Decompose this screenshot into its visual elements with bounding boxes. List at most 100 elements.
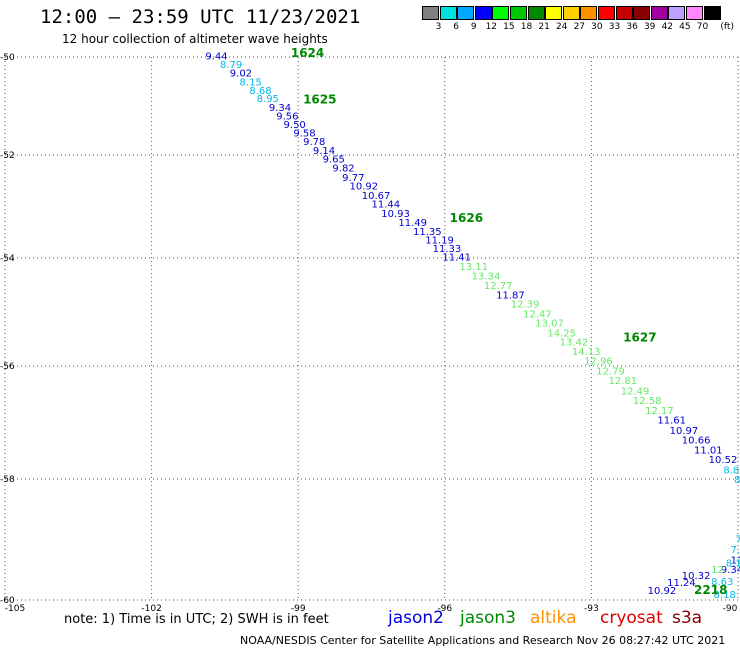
legend-label: 30 <box>591 22 603 32</box>
legend-label: 70 <box>696 22 709 32</box>
swh-observation: 9.44 <box>205 51 227 62</box>
swh-observation: 8.18 <box>714 590 736 601</box>
swh-observation: 11.61 <box>657 416 686 427</box>
swh-observation: 12.58 <box>633 396 662 407</box>
legend-label: 6 <box>453 22 459 32</box>
legend-swatch <box>668 6 686 20</box>
swh-observation: 12.39 <box>511 300 540 311</box>
legend-swatch <box>580 6 598 20</box>
legend-swatch <box>510 6 527 20</box>
legend-label: 9 <box>470 22 477 32</box>
lon-tick-label: -96 <box>437 604 452 614</box>
swh-observation: 14.13 <box>572 347 601 358</box>
lon-tick-label: -90 <box>723 604 738 614</box>
lat-tick-label: -52 <box>0 151 15 161</box>
swh-observation: 11.19 <box>425 236 454 247</box>
satellite-jason2: jason2 <box>388 608 444 628</box>
lat-tick-label: -58 <box>0 475 15 485</box>
swh-observation: 12 <box>711 565 724 576</box>
legend-label: 18 <box>520 22 533 32</box>
legend-swatch <box>633 6 651 20</box>
legend-label: 21 <box>538 22 550 32</box>
swh-observation: 8.63 <box>711 577 733 588</box>
legend-label: 27 <box>573 22 586 32</box>
satellite-altika: altika <box>530 608 577 628</box>
swh-observation: 10.52 <box>709 455 738 466</box>
swh-observation: 10.92 <box>648 586 677 597</box>
legend-swatch <box>492 6 510 20</box>
satellite-cryosat: cryosat <box>600 608 663 628</box>
swh-observation: 8.83 <box>723 465 740 476</box>
legend-unit: (ft) <box>720 22 734 32</box>
swh-observation: 8.1 <box>726 559 740 570</box>
legend-label: 36 <box>626 22 638 32</box>
swh-observation: 9.78 <box>303 137 325 148</box>
swh-observation: 12.49 <box>621 386 650 397</box>
pass-number-label: 2218 <box>694 583 727 597</box>
pass-number-label: 1626 <box>450 211 483 225</box>
legend-label: 42 <box>661 22 674 32</box>
swh-observation: 11.44 <box>372 200 401 211</box>
credit-line: NOAA/NESDIS Center for Satellite Applica… <box>240 634 726 647</box>
swh-observation: 13.34 <box>472 272 501 283</box>
legend-swatch <box>439 6 457 20</box>
swh-observation: 11.87 <box>496 291 525 302</box>
legend-label: 12 <box>485 22 498 32</box>
swh-observation: 11.35 <box>413 227 442 238</box>
swh-observation: 11.49 <box>398 218 427 229</box>
pass-number-label: 1624 <box>291 46 324 60</box>
pass-number-label: 1627 <box>623 331 656 345</box>
swh-observation: 13.07 <box>535 319 564 330</box>
legend-swatch <box>562 6 580 20</box>
swh-observation: 8.79 <box>220 60 242 71</box>
units-note: note: 1) Time is in UTC; 2) SWH is in fe… <box>64 612 329 627</box>
swh-observation: 8.95 <box>257 94 279 105</box>
lon-tick-label: -93 <box>584 604 599 614</box>
swh-observation: 11.41 <box>442 253 471 264</box>
swh-observation: 10.92 <box>350 182 379 193</box>
legend-label: 45 <box>679 22 691 32</box>
swh-observation: 9.58 <box>293 128 315 139</box>
swh-observation: 13.11 <box>459 262 488 273</box>
swh-observation: 11 <box>731 556 740 567</box>
swh-observation: 9.77 <box>342 173 364 184</box>
swh-observation: 12.79 <box>596 366 625 377</box>
swh-observation: 8.15 <box>240 77 262 88</box>
swh-observation: 8. <box>734 475 740 486</box>
swh-observation: 13.42 <box>560 337 589 348</box>
swh-observation: 11.33 <box>433 244 462 255</box>
swh-observation: 10.97 <box>670 426 699 437</box>
legend-label: 24 <box>555 22 568 32</box>
lat-tick-label: -60 <box>0 596 15 606</box>
swh-observation: 7. <box>731 545 740 556</box>
swh-observation: 12.47 <box>523 309 552 320</box>
swh-observation: 9.50 <box>284 120 306 131</box>
swh-observation: 11.24 <box>667 578 696 589</box>
legend-swatch <box>703 6 721 20</box>
swh-observation: 9.02 <box>230 69 252 80</box>
map-subtitle: 12 hour collection of altimeter wave hei… <box>62 32 328 46</box>
swh-observation: 11.01 <box>694 446 723 457</box>
swh-observation: 9.65 <box>323 155 345 166</box>
lat-tick-label: -50 <box>0 53 15 63</box>
pass-number-label: 1625 <box>303 93 336 107</box>
swh-observation: 12.81 <box>609 376 638 387</box>
swh-observation: 7 <box>736 535 740 546</box>
swh-observation: 12.96 <box>584 356 613 367</box>
legend-swatch <box>422 6 439 20</box>
swh-observation: 8.68 <box>249 86 271 97</box>
legend-label: 3 <box>435 22 442 32</box>
swh-observation: 9.14 <box>313 146 335 157</box>
lat-tick-label: -56 <box>0 362 15 372</box>
satellite-s3a: s3a <box>672 608 703 628</box>
swh-observation: 10.66 <box>682 435 711 446</box>
lon-tick-label: -99 <box>291 604 306 614</box>
legend-swatch <box>650 6 668 20</box>
map-title: 12:00 – 23:59 UTC 11/23/2021 <box>40 6 361 28</box>
legend-label: 33 <box>608 22 621 32</box>
swh-observation: 10.93 <box>381 209 410 220</box>
swh-observation: 9.34 <box>721 565 740 576</box>
legend-swatch <box>474 6 492 20</box>
satellite-jason3: jason3 <box>460 608 516 628</box>
